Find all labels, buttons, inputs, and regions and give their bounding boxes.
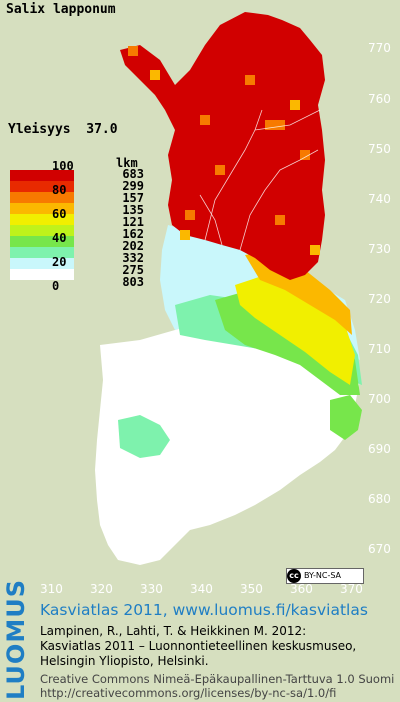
site-title-link[interactable]: Kasviatlas 2011, www.luomus.fi/kasviatla…	[40, 601, 368, 619]
legend-scale-label: 0	[52, 279, 60, 293]
citation-line: Lampinen, R., Lahti, T. & Heikkinen M. 2…	[40, 624, 307, 638]
legend-swatch	[10, 258, 74, 269]
lapland-orange-cells	[128, 46, 310, 225]
x-tick-label: 370	[340, 582, 363, 596]
x-tick-label: 340	[190, 582, 213, 596]
legend-count: 135	[122, 203, 144, 217]
legend-swatch	[10, 192, 74, 203]
y-tick-label: 730	[368, 242, 391, 256]
y-tick-label: 770	[368, 41, 391, 55]
y-tick-label: 690	[368, 442, 391, 456]
cc-badge-text: BY-NC-SA	[304, 571, 342, 580]
southern-finland-region	[95, 320, 360, 565]
distribution-map	[95, 12, 362, 565]
legend-count-header: lkm	[116, 156, 138, 170]
license-line: Creative Commons Nimeä-Epäkaupallinen-Ta…	[40, 672, 395, 686]
legend-swatch	[10, 214, 74, 225]
y-tick-label: 750	[368, 142, 391, 156]
x-tick-label: 350	[240, 582, 263, 596]
province-boundaries	[199, 109, 321, 251]
x-tick-label: 320	[90, 582, 113, 596]
south-east-patch	[330, 395, 362, 440]
legend-swatch	[10, 203, 74, 214]
legend-count: 275	[122, 263, 144, 277]
cc-icon: cc	[287, 569, 301, 583]
y-tick-label: 700	[368, 392, 391, 406]
frequency-label: Yleisyys	[8, 122, 71, 137]
south-west-patch	[118, 415, 170, 458]
legend-count: 332	[122, 251, 144, 265]
legend-swatch	[10, 225, 74, 236]
y-tick-label: 740	[368, 192, 391, 206]
legend-count: 299	[122, 179, 144, 193]
frequency-readout: Yleisyys 37.0	[8, 122, 118, 137]
legend-swatch	[10, 181, 74, 192]
legend-count: 803	[122, 275, 144, 289]
lapland-region	[120, 12, 325, 280]
legend-swatch	[10, 269, 74, 280]
legend-scale-label: 60	[52, 207, 67, 221]
legend-scale-label: 100	[52, 159, 74, 173]
x-tick-label: 310	[40, 582, 63, 596]
legend-scale-label: 80	[52, 183, 67, 197]
legend-count: 157	[122, 191, 144, 205]
legend-scale-label: 40	[52, 231, 67, 245]
y-tick-label: 760	[368, 92, 391, 106]
x-tick-label: 360	[290, 582, 313, 596]
y-tick-label: 670	[368, 542, 391, 556]
legend-count: 683	[122, 167, 144, 181]
y-tick-label: 720	[368, 292, 391, 306]
legend-swatch	[10, 236, 74, 247]
central-belt-yellow	[235, 275, 355, 385]
species-title: Salix lapponum	[6, 2, 116, 17]
legend-count: 202	[122, 239, 144, 253]
frequency-value: 37.0	[86, 122, 118, 137]
cc-license-badge[interactable]: cc BY-NC-SA	[286, 568, 364, 584]
central-belt-orange	[245, 250, 352, 335]
legend-scale-label: 20	[52, 255, 67, 269]
license-link[interactable]: http://creativecommons.org/licenses/by-n…	[40, 686, 337, 700]
y-tick-label: 710	[368, 342, 391, 356]
x-tick-label: 330	[140, 582, 163, 596]
legend-count: 162	[122, 227, 144, 241]
luomus-logo: LUOMUS	[2, 579, 30, 700]
citation-line: Helsingin Yliopisto, Helsinki.	[40, 654, 209, 668]
lapland-yellow-cells	[150, 70, 320, 255]
citation-line: Kasviatlas 2011 – Luonnontieteellinen ke…	[40, 639, 357, 653]
y-tick-label: 680	[368, 492, 391, 506]
legend-swatch	[10, 170, 74, 181]
legend-swatch	[10, 247, 74, 258]
legend-count: 121	[122, 215, 144, 229]
